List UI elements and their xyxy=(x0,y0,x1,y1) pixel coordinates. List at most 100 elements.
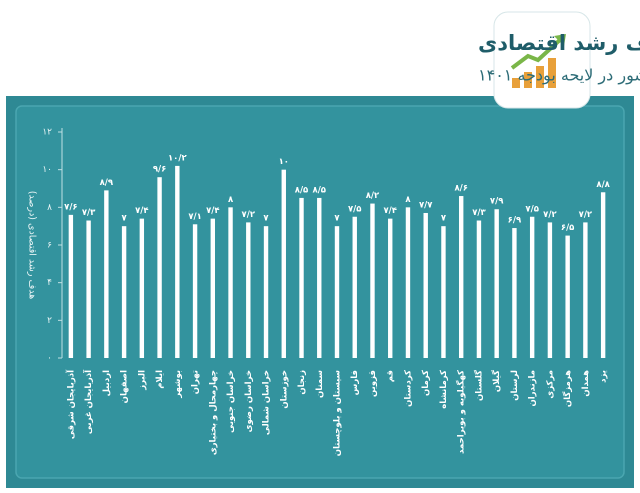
x-tick-label: خراسان شمالی xyxy=(262,370,272,435)
icon-card xyxy=(493,11,591,109)
x-tick-label: مازندران xyxy=(528,370,538,407)
bar xyxy=(529,216,535,358)
x-tick-label: سمنان xyxy=(315,370,325,398)
bar xyxy=(352,216,357,358)
x-tick-label: ایلام xyxy=(155,370,165,389)
value-label: ۷ xyxy=(121,214,127,224)
x-tick-label: زنجان xyxy=(297,370,307,395)
x-tick-label: اردبیل xyxy=(102,370,112,397)
bar xyxy=(600,192,606,358)
value-label: ۷/۴ xyxy=(383,206,396,216)
value-label: ۷/۴ xyxy=(206,206,219,216)
value-label: ۸/۲ xyxy=(366,191,380,201)
value-label: ۷/۱ xyxy=(188,212,201,222)
x-tick-label: آذربایجان شرقی xyxy=(64,369,76,439)
bar xyxy=(494,209,499,358)
icon-box xyxy=(493,11,591,109)
bar xyxy=(228,207,233,358)
value-label: ۷/۲ xyxy=(579,210,593,220)
value-label: ۱۰ xyxy=(279,157,289,167)
value-label: ۶/۹ xyxy=(508,216,522,226)
x-tick-label: البرز xyxy=(137,370,147,391)
bar xyxy=(175,165,180,358)
y-tick-label: ۸ xyxy=(47,203,52,213)
x-tick-label: بوشهر xyxy=(173,370,183,399)
y-tick-label: ۴ xyxy=(47,278,52,288)
value-label: ۷/۷ xyxy=(419,200,433,210)
y-tick-label: ۶ xyxy=(47,241,52,251)
icon-bar xyxy=(536,66,544,88)
bar xyxy=(547,222,553,358)
bar xyxy=(405,207,411,358)
icon-bar xyxy=(512,78,520,88)
x-tick-label: مرکزی xyxy=(545,370,555,399)
bar xyxy=(317,197,322,358)
value-label: ۱۰/۲ xyxy=(168,153,187,163)
x-tick-label: کهگیلویه و بویراحمد xyxy=(456,370,467,454)
value-label: ۷/۵ xyxy=(348,204,361,214)
icon-bar xyxy=(548,58,556,88)
bar xyxy=(370,203,375,358)
bar xyxy=(423,212,428,358)
x-tick-label: خراسان رضوی xyxy=(244,370,254,432)
x-tick-label: آذربایجان غربی xyxy=(82,369,94,434)
value-label: ۸/۶ xyxy=(454,184,467,194)
x-tick-label: خوزستان xyxy=(279,370,289,409)
x-tick-label: لرستان xyxy=(510,370,520,401)
value-label: ۷/۲ xyxy=(543,210,557,220)
x-tick-label: کرمان xyxy=(421,370,431,396)
bar xyxy=(263,226,269,358)
value-label: ۸ xyxy=(228,195,234,205)
x-tick-label: هرمزگان xyxy=(562,370,573,407)
x-tick-label: سیستان و بلوچستان xyxy=(333,370,343,456)
value-label: ۷/۹ xyxy=(490,197,504,207)
value-label: ۸/۹ xyxy=(100,178,114,188)
bar xyxy=(246,222,251,358)
bar xyxy=(210,218,216,358)
bar xyxy=(441,226,446,358)
x-tick-label: اصفهان xyxy=(120,370,130,403)
x-tick-label: چهارمحال و بختیاری xyxy=(208,370,218,455)
x-tick-label: کردستان xyxy=(403,370,413,407)
y-tick-label: ۱۰ xyxy=(42,165,52,175)
x-tick-label: کرمانشاه xyxy=(439,370,449,409)
bar xyxy=(157,177,162,358)
value-label: ۷/۳ xyxy=(472,208,486,218)
value-label: ۸/۵ xyxy=(313,185,326,195)
bar xyxy=(388,218,393,358)
x-tick-label: تهران xyxy=(191,370,201,394)
bar xyxy=(104,190,109,358)
value-label: ۷ xyxy=(263,214,269,224)
bar xyxy=(281,169,286,358)
y-tick-label: ۱۲ xyxy=(42,128,52,138)
y-tick-label: ۲ xyxy=(47,316,52,326)
value-label: ۹/۶ xyxy=(153,165,166,175)
value-label: ۷/۳ xyxy=(82,208,96,218)
value-label: ۶/۵ xyxy=(561,223,574,233)
bar xyxy=(192,224,198,358)
value-label: ۸/۵ xyxy=(295,185,308,195)
bar xyxy=(139,218,145,358)
bar xyxy=(512,228,517,358)
value-label: ۷/۵ xyxy=(525,204,538,214)
x-tick-label: خراسان جنوبی xyxy=(226,370,236,433)
bar xyxy=(458,196,464,358)
value-label: ۸ xyxy=(405,195,411,205)
bar xyxy=(299,197,304,358)
x-tick-label: گلستان xyxy=(473,370,484,401)
x-tick-label: قم xyxy=(386,370,396,382)
bar xyxy=(334,226,340,358)
value-label: ۷ xyxy=(441,214,447,224)
icon-bar xyxy=(524,72,532,88)
chart-title: اهداف رشد اقتصادی xyxy=(478,31,640,55)
value-label: ۷/۲ xyxy=(242,210,256,220)
bar xyxy=(583,222,588,358)
x-tick-label: یزد xyxy=(599,370,609,383)
chart-subtitle: به تفکیک استان های کشور در لایحه بودجه ۱… xyxy=(478,66,640,86)
x-tick-label: همدان xyxy=(581,370,591,397)
y-tick-label: ۰ xyxy=(47,354,52,364)
bar xyxy=(476,220,482,358)
bar xyxy=(68,214,74,358)
value-label: ۷/۴ xyxy=(135,206,148,216)
value-label: ۷ xyxy=(334,214,340,224)
